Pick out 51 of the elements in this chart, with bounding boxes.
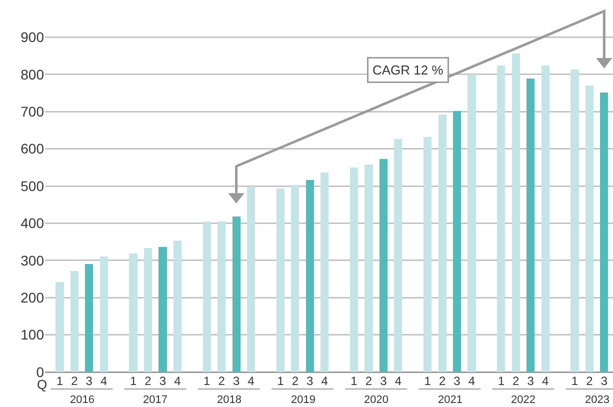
- annotation: CAGR 12 %: [372, 62, 444, 78]
- x-tick-label: 1: [498, 374, 505, 388]
- y-tick-label: 100: [20, 326, 44, 343]
- x-tick-label: 3: [380, 374, 388, 388]
- y-tick-label: 600: [20, 140, 44, 157]
- text: 2019: [291, 394, 316, 406]
- x-tick-label: 2: [586, 374, 594, 388]
- x-tick-label: 2: [292, 374, 299, 388]
- y-tick-label: 300: [20, 252, 44, 268]
- x-tick-label: 3: [600, 374, 608, 388]
- text: 2021: [438, 394, 462, 406]
- x-tick-label: 2: [438, 374, 446, 388]
- text: 2018: [217, 394, 242, 406]
- x-tick-label: 2: [218, 374, 226, 388]
- text: Q: [37, 377, 48, 392]
- x-tick-label: 2: [365, 374, 372, 388]
- x-tick-label: 2: [144, 374, 152, 388]
- x-tick-label: 3: [86, 374, 93, 388]
- x-tick-label: 3: [232, 374, 240, 388]
- x-tick-label: 4: [542, 374, 549, 388]
- x-tick-label: 1: [130, 374, 137, 388]
- x-tick-label: 2: [71, 374, 78, 388]
- y-tick-label: 900: [20, 29, 44, 46]
- y-tick-label: 200: [20, 290, 44, 306]
- x-tick-label: 4: [100, 374, 108, 388]
- x-tick-label: 3: [306, 374, 314, 388]
- x-tick-label: 1: [277, 374, 284, 388]
- y-tick-label: 400: [20, 215, 44, 232]
- x-tick-label: 1: [350, 374, 358, 388]
- text: 2017: [143, 394, 168, 406]
- x-tick-label: 3: [159, 374, 166, 388]
- text: 2022: [511, 394, 536, 406]
- text: 2016: [70, 394, 94, 406]
- x-tick-label: 4: [394, 374, 402, 388]
- x-tick-label: 1: [424, 374, 432, 388]
- x-tick-label: 1: [571, 374, 578, 388]
- x-tick-label: 2: [512, 374, 520, 388]
- x-tick-label: 1: [204, 374, 211, 388]
- y-tick-label: 800: [20, 66, 44, 82]
- x-tick-label: 1: [56, 374, 64, 388]
- text: 2020: [364, 394, 388, 406]
- x-tick-label: 3: [454, 374, 461, 388]
- y-tick-label: 0: [36, 364, 44, 380]
- x-tick-label: 4: [321, 374, 328, 388]
- x-tick-label: 4: [468, 374, 476, 388]
- x-tick-label: 4: [248, 374, 255, 388]
- x-tick-label: 3: [527, 374, 534, 388]
- x-tick-label: 4: [174, 374, 182, 388]
- text: 2023: [585, 394, 610, 406]
- y-tick-label: 500: [20, 178, 44, 194]
- y-tick-label: 700: [20, 104, 44, 120]
